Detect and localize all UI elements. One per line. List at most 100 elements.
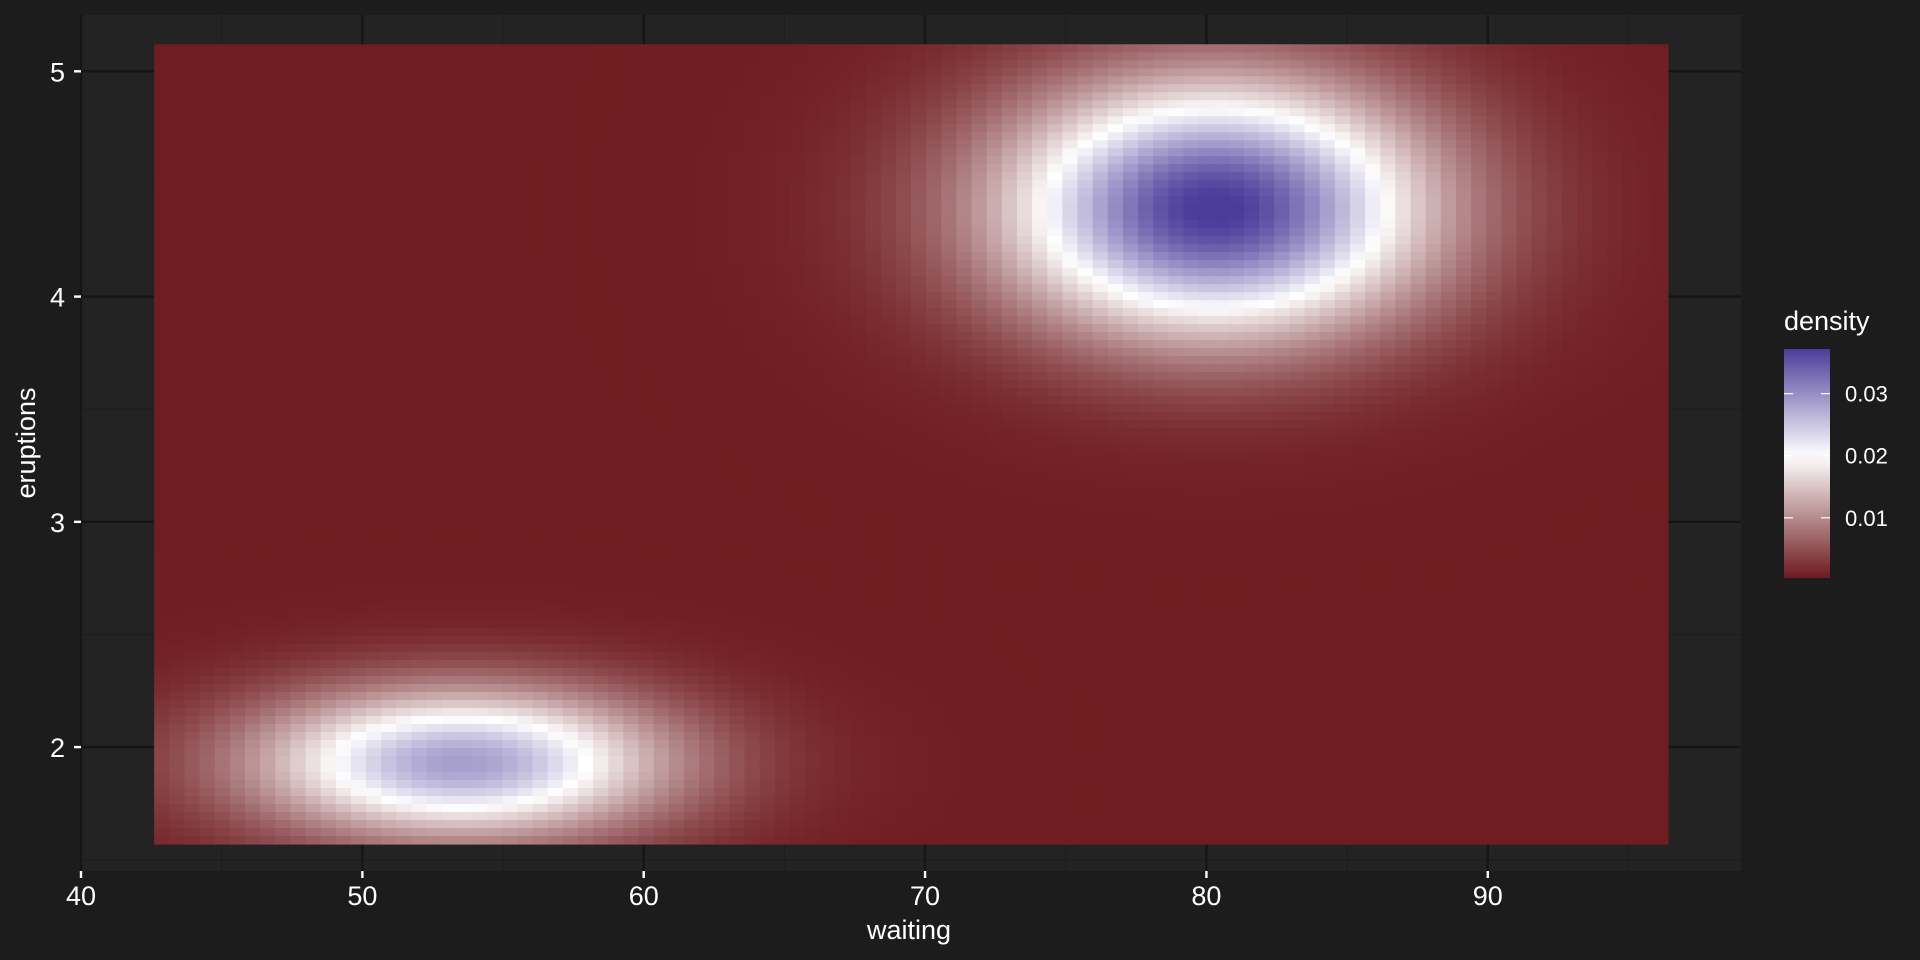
density-cell	[638, 140, 655, 149]
density-cell	[1546, 172, 1563, 181]
density-cell	[1577, 140, 1593, 149]
density-cell	[411, 404, 428, 413]
density-cell	[608, 372, 624, 381]
density-cell	[1531, 180, 1548, 189]
density-cell	[668, 52, 685, 61]
density-cell	[1168, 180, 1185, 189]
density-cell	[956, 284, 973, 293]
density-cell	[487, 148, 503, 157]
density-cell	[683, 44, 700, 53]
density-cell	[350, 92, 367, 101]
density-cell	[1153, 388, 1169, 397]
density-cell	[169, 372, 186, 381]
density-cell	[154, 188, 170, 197]
density-cell	[608, 380, 624, 389]
density-cell	[805, 204, 821, 213]
density-cell	[517, 300, 534, 309]
density-cell	[638, 100, 655, 109]
density-cell	[1107, 308, 1124, 317]
density-cell	[1077, 388, 1094, 397]
density-cell	[1455, 316, 1472, 325]
density-cell	[1304, 332, 1321, 341]
density-cell	[850, 340, 867, 349]
density-cell	[517, 276, 534, 285]
density-cell	[366, 396, 382, 405]
density-cell	[1168, 436, 1185, 445]
density-cell	[1032, 388, 1048, 397]
density-cell	[1546, 324, 1563, 333]
density-cell	[1561, 92, 1578, 101]
density-cell	[381, 116, 397, 125]
density-cell	[1561, 124, 1578, 133]
density-cell	[1289, 188, 1306, 197]
density-cell	[668, 292, 685, 301]
density-cell	[941, 308, 958, 317]
density-cell	[199, 380, 216, 389]
density-cell	[1637, 140, 1654, 149]
density-cell	[517, 380, 534, 389]
density-cell	[744, 276, 761, 285]
density-cell	[1561, 372, 1578, 381]
density-cell	[1122, 44, 1139, 53]
density-cell	[184, 308, 201, 317]
density-cell	[1213, 356, 1230, 365]
density-cell	[653, 268, 670, 277]
density-cell	[1501, 252, 1518, 261]
density-cell	[1047, 284, 1063, 293]
density-cell	[1274, 404, 1291, 413]
density-cell	[683, 340, 700, 349]
density-cell	[1274, 332, 1291, 341]
density-cell	[1577, 364, 1593, 373]
density-cell	[744, 308, 761, 317]
density-cell	[562, 196, 579, 205]
density-cell	[683, 372, 700, 381]
density-cell	[1047, 100, 1063, 109]
density-cell	[1501, 236, 1518, 245]
density-cell	[1455, 140, 1472, 149]
density-cell	[744, 172, 761, 181]
density-cell	[1016, 140, 1033, 149]
density-cell	[1380, 276, 1396, 285]
density-cell	[805, 180, 821, 189]
density-cell	[577, 180, 594, 189]
density-cell	[472, 212, 488, 221]
density-cell	[1607, 100, 1624, 109]
density-cell	[789, 348, 806, 357]
density-cell	[562, 324, 579, 333]
density-cell	[623, 364, 640, 373]
density-cell	[1516, 44, 1533, 53]
density-cell	[759, 156, 776, 165]
density-cell	[1622, 316, 1639, 325]
density-cell	[1622, 44, 1639, 53]
density-cell	[305, 84, 322, 93]
density-cell	[608, 52, 624, 61]
density-cell	[699, 380, 715, 389]
density-cell	[1652, 292, 1669, 301]
density-cell	[441, 436, 458, 445]
density-cell	[366, 348, 382, 357]
density-cell	[1259, 220, 1275, 229]
density-cell	[865, 212, 882, 221]
density-cell	[1652, 252, 1669, 261]
density-cell	[1410, 284, 1427, 293]
density-cell	[1228, 372, 1245, 381]
density-cell	[880, 172, 897, 181]
density-cell	[1183, 412, 1200, 421]
density-cell	[608, 60, 624, 69]
density-cell	[1244, 356, 1260, 365]
density-cell	[835, 60, 852, 69]
density-cell	[895, 228, 912, 237]
density-cell	[744, 348, 761, 357]
density-cell	[1471, 276, 1487, 285]
density-cell	[305, 348, 322, 357]
density-cell	[653, 300, 670, 309]
density-cell	[411, 252, 428, 261]
density-cell	[1349, 100, 1366, 109]
density-cell	[1228, 164, 1245, 173]
density-cell	[1319, 412, 1336, 421]
density-cell	[1198, 364, 1215, 373]
density-cell	[487, 356, 503, 365]
density-cell	[593, 268, 609, 277]
density-cell	[1365, 284, 1381, 293]
density-cell	[502, 164, 519, 173]
